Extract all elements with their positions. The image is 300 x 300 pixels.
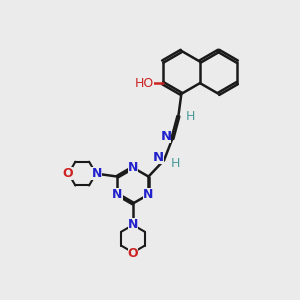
Text: H: H bbox=[171, 157, 180, 169]
Text: N: N bbox=[160, 130, 171, 143]
Text: N: N bbox=[128, 161, 138, 174]
Text: N: N bbox=[152, 151, 164, 164]
Text: HO: HO bbox=[134, 76, 154, 90]
Text: O: O bbox=[63, 167, 73, 180]
Text: N: N bbox=[143, 188, 154, 201]
Text: N: N bbox=[128, 218, 138, 231]
Text: N: N bbox=[92, 167, 102, 180]
Text: N: N bbox=[112, 188, 123, 201]
Text: O: O bbox=[128, 247, 138, 260]
Text: H: H bbox=[186, 110, 196, 123]
